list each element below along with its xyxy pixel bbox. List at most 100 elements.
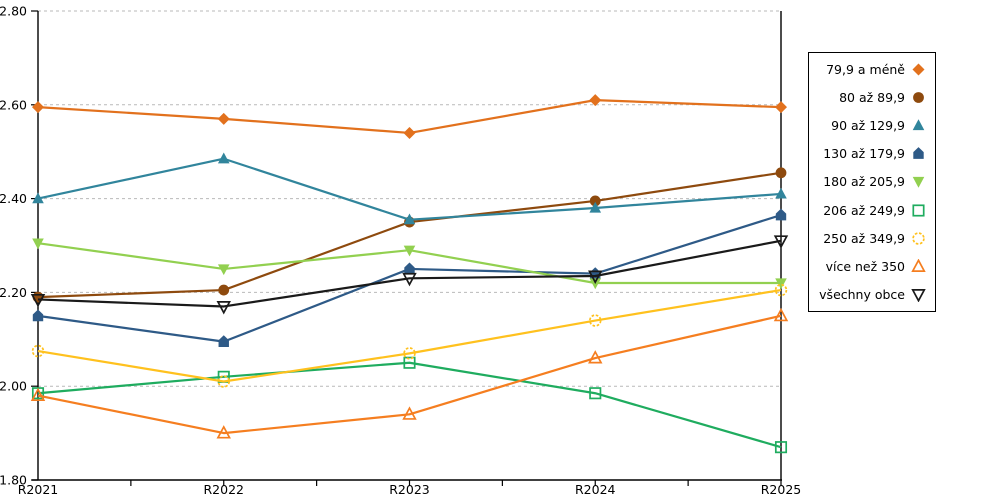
square-marker [403,356,416,369]
square-marker [912,204,925,217]
diamond-marker [589,94,602,107]
pentagon-marker [913,147,924,160]
triangle-up-marker [32,192,44,204]
triangle-up-marker [588,350,603,364]
x-tick-label: R2024 [575,482,616,497]
square-marker [589,387,602,400]
triangle-down-marker [403,245,416,257]
legend-marker-triangle-down [912,177,925,189]
legend-item-label: 79,9 a méně [826,61,905,77]
diamond-marker [217,112,230,125]
legend-item-1: 79,9 a méně [809,62,935,77]
legend-item-4: 130 až 179,9 [809,146,935,161]
diamond-marker [912,63,925,76]
triangle-down-marker [912,177,925,189]
triangle-down-marker [216,301,231,315]
y-tick-label: 1.80 [0,473,27,488]
legend-item-9: všechny obce [809,287,935,303]
series-1 [32,94,787,139]
triangle-down-marker [911,289,926,303]
triangle-down-marker [588,270,603,284]
series-8 [30,307,789,439]
legend-item-5: 180 až 205,9 [809,174,935,189]
series-line [37,361,782,449]
legend-item-label: více než 350 [825,259,905,275]
x-tick-label: R2022 [204,482,245,497]
pentagon-marker [218,335,229,348]
legend-marker-triangle-up [911,259,926,273]
diamond-marker [403,126,416,139]
circle-marker [403,347,416,360]
triangle-down-marker [402,272,417,287]
circle-marker [588,314,602,327]
triangle-down-marker [32,238,44,250]
legend-item-label: 90 až 129,9 [831,118,905,134]
circle-marker [217,375,231,388]
triangle-up-marker [589,201,602,213]
triangle-up-marker [912,119,925,131]
series-4 [32,208,787,348]
chart-legend: 79,9 a méně 80 až 89,9 90 až 129,9 130 až 1… [808,52,936,312]
circle-marker [589,195,601,207]
series-line [37,288,782,383]
y-tick-label: 2.00 [0,379,27,394]
x-tick-label: R2021 [18,482,59,497]
triangle-up-marker [402,406,417,420]
x-tick-label: R2025 [761,482,802,497]
pentagon-marker [32,309,44,322]
legend-marker-triangle-up [912,119,925,131]
triangle-up-marker [30,387,46,402]
pentagon-marker [775,208,787,221]
legend-item-8: více než 350 [809,259,935,274]
y-tick-label: 2.20 [0,285,27,300]
y-tick-label: 2.80 [0,4,27,19]
legend-item-label: 206 až 249,9 [823,202,905,218]
legend-item-label: 80 až 89,9 [839,89,905,105]
y-tick-label: 2.60 [0,97,27,112]
triangle-down-marker [217,264,230,276]
triangle-up-marker [217,152,230,164]
legend-marker-circle [913,91,924,103]
legend-item-7: 250 až 349,9 [809,231,935,246]
triangle-up-marker [403,213,416,225]
square-marker [774,441,788,454]
gridlines [38,10,782,387]
legend-item-label: 180 až 205,9 [823,174,905,190]
circle-marker [775,167,787,179]
y-tick-label: 2.40 [0,191,27,206]
triangle-up-marker [216,425,231,439]
pentagon-marker [590,267,601,280]
circle-marker [912,232,925,245]
triangle-up-marker [775,187,787,199]
series-7 [31,283,788,388]
legend-marker-pentagon [913,147,924,160]
circle-marker [31,344,45,358]
legend-item-label: všechny obce [819,287,905,303]
triangle-up-marker [911,259,926,273]
diamond-marker [32,101,44,114]
legend-marker-triangle-down [911,289,926,303]
legend-item-2: 80 až 89,9 [809,90,935,105]
series-line [37,239,782,308]
diamond-marker [775,101,787,114]
legend-marker-circle [912,232,925,245]
pentagon-marker [404,262,415,275]
triangle-down-marker [775,278,787,290]
series-6 [31,356,788,454]
series-9 [30,235,789,315]
circle-marker [218,284,230,296]
x-tick-label: R2023 [389,482,430,497]
triangle-down-marker [30,293,46,308]
legend-item-label: 250 až 349,9 [823,230,905,246]
legend-item-6: 206 až 249,9 [809,203,935,218]
legend-marker-diamond [912,63,925,76]
circle-marker [913,91,924,103]
legend-item-3: 90 až 129,9 [809,118,935,133]
triangle-down-marker [773,235,789,249]
legend-marker-square [912,204,925,217]
legend-item-label: 130 až 179,9 [823,146,905,162]
series-3 [32,152,787,225]
